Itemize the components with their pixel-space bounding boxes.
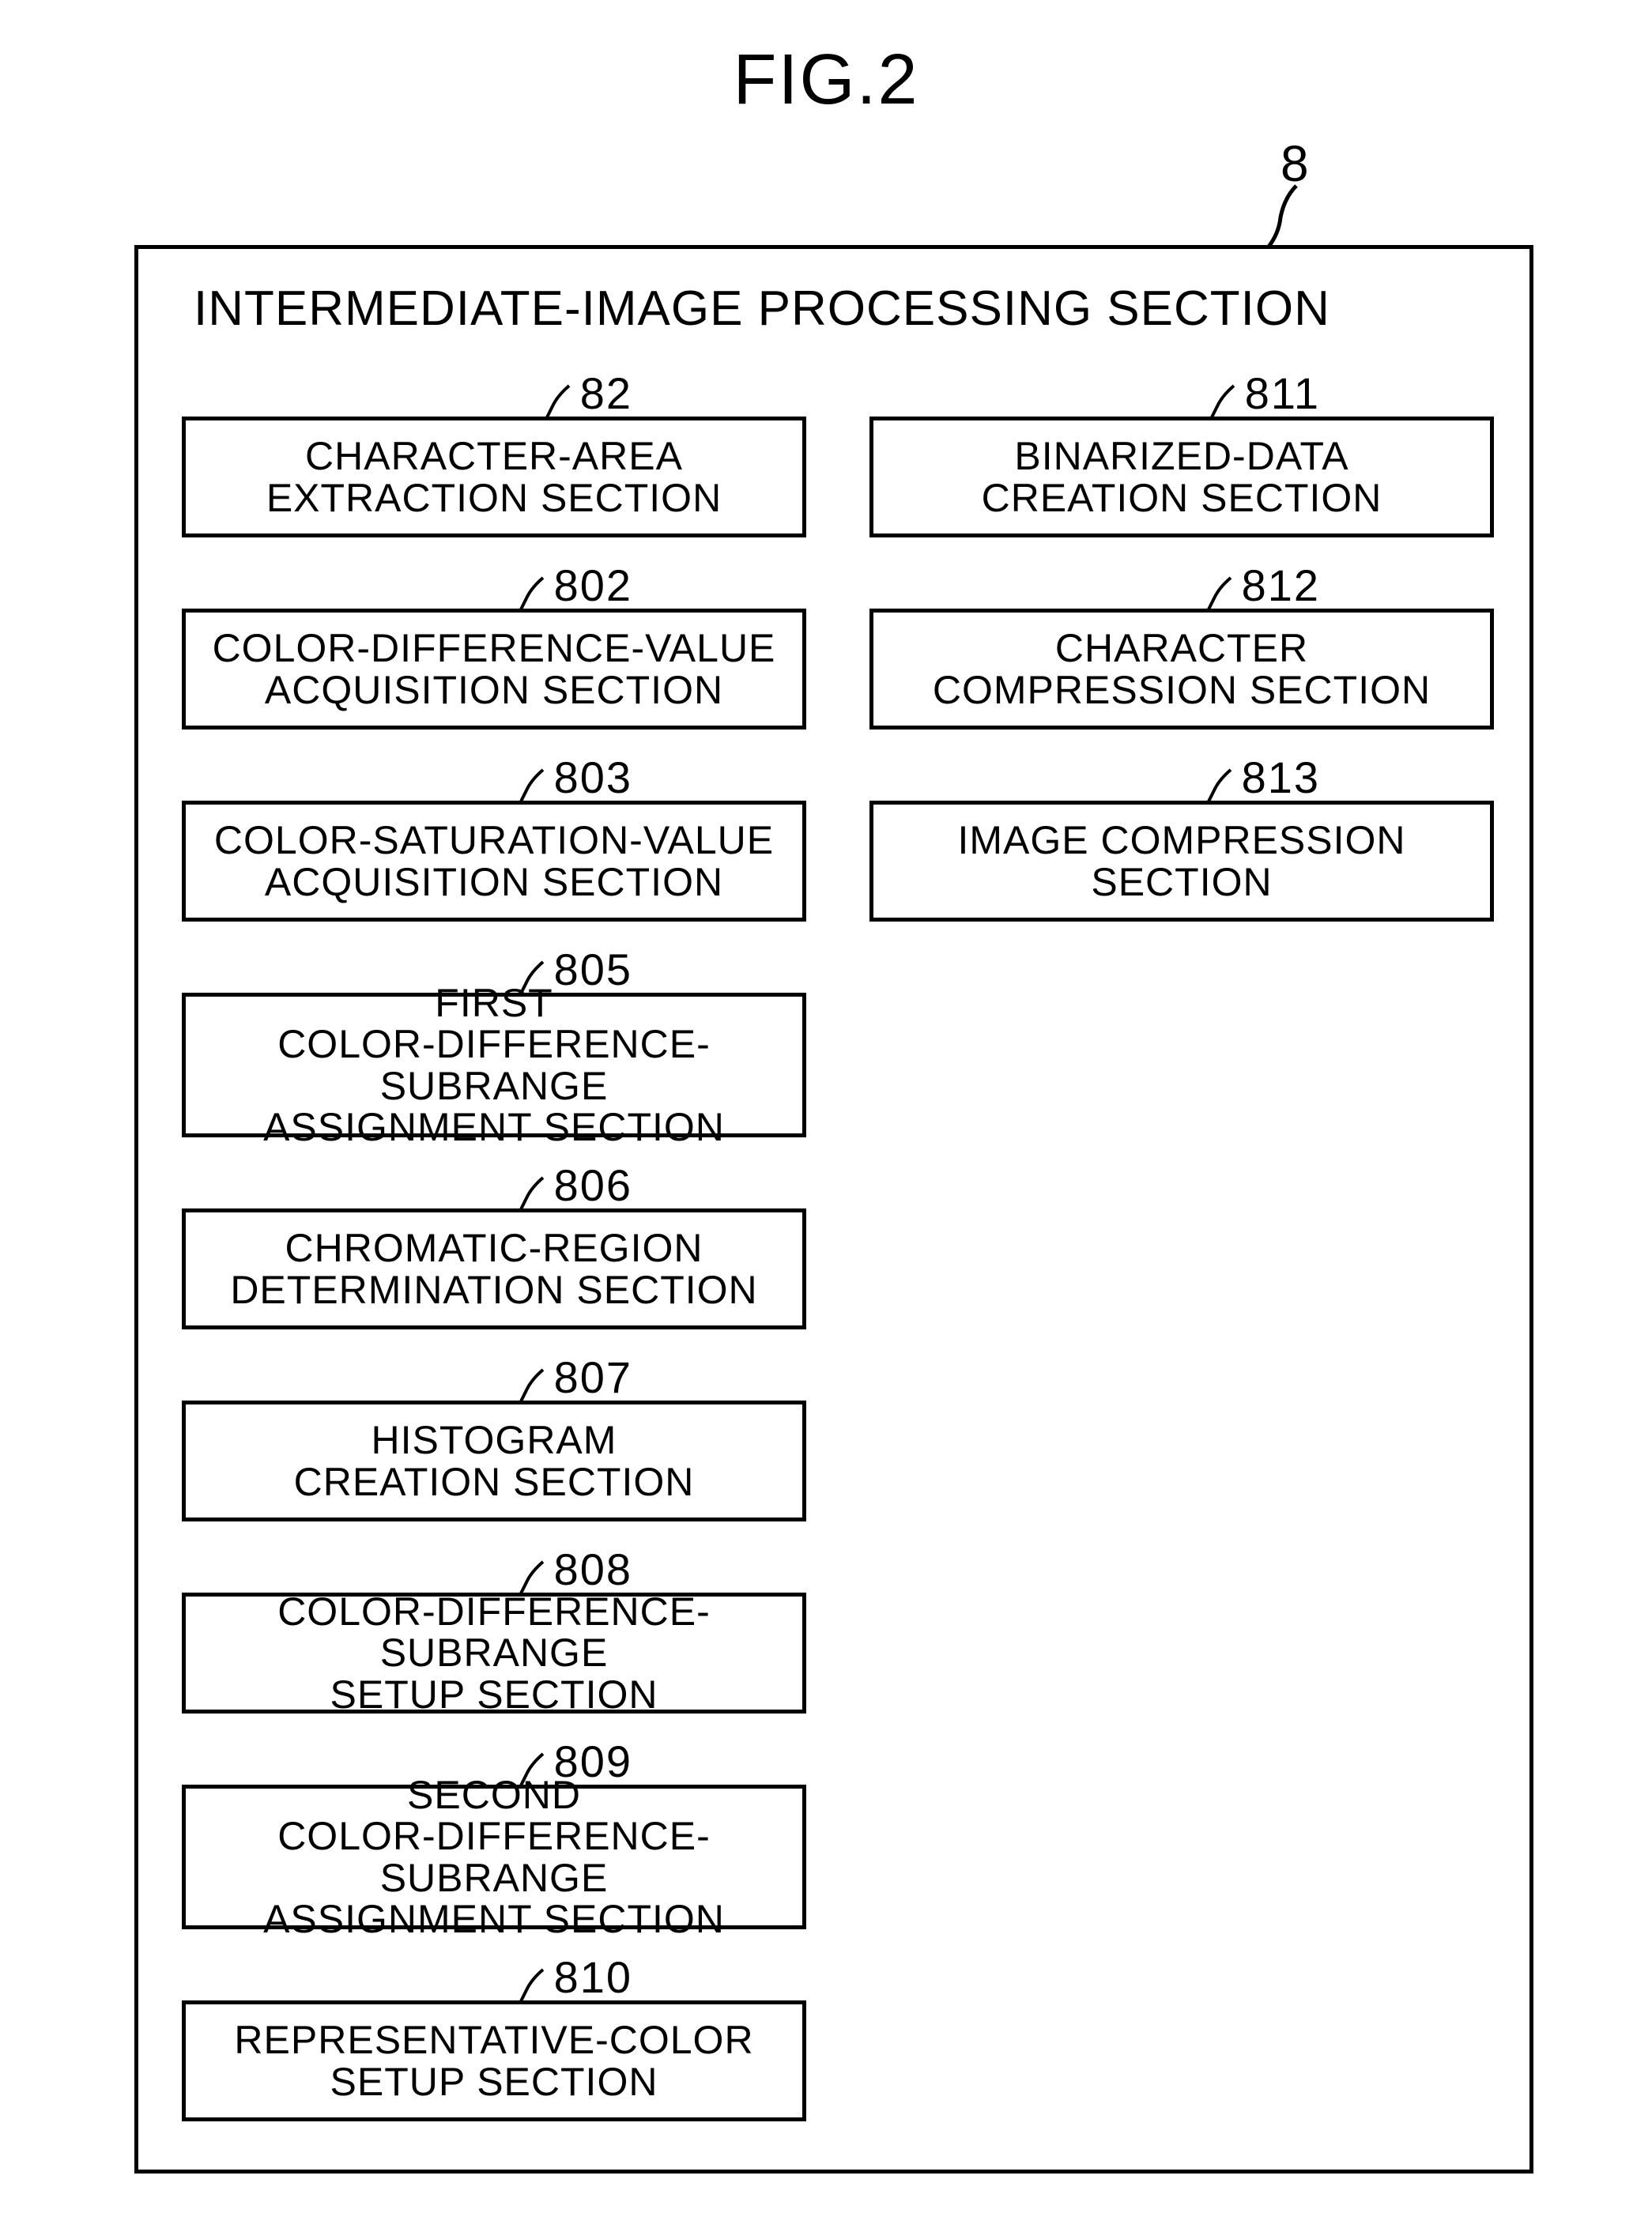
section-label-line: COLOR-DIFFERENCE-SUBRANGE	[277, 1814, 711, 1900]
left-column: 82 CHARACTER-AREA EXTRACTION SECTION 802	[182, 368, 806, 2129]
section-color-difference-subrange-setup: 808 COLOR-DIFFERENCE-SUBRANGE SETUP SECT…	[182, 1544, 806, 1721]
section-label-line: DETERMINATION SECTION	[230, 1268, 757, 1312]
ref-leader-icon	[518, 1965, 549, 2003]
ref-number: 812	[1242, 560, 1320, 611]
section-label-line: COLOR-DIFFERENCE-SUBRANGE	[277, 1022, 711, 1108]
sections-grid: 82 CHARACTER-AREA EXTRACTION SECTION 802	[182, 368, 1494, 2129]
section-box: IMAGE COMPRESSION SECTION	[869, 801, 1494, 922]
section-box: SECOND COLOR-DIFFERENCE-SUBRANGE ASSIGNM…	[182, 1785, 806, 1929]
section-label-line: CHROMATIC-REGION	[285, 1226, 703, 1270]
section-label-line: SECOND	[407, 1773, 581, 1817]
section-character-compression: 812 CHARACTER COMPRESSION SECTION	[869, 560, 1494, 737]
ref-number: 803	[554, 752, 632, 803]
section-box: COLOR-DIFFERENCE-SUBRANGE SETUP SECTION	[182, 1593, 806, 1714]
section-label-line: EXTRACTION SECTION	[266, 476, 722, 520]
section-label-line: ASSIGNMENT SECTION	[263, 1105, 725, 1149]
ref-label: 82	[544, 368, 632, 419]
section-binarized-data-creation: 811 BINARIZED-DATA CREATION SECTION	[869, 368, 1494, 545]
section-chromatic-region-determination: 806 CHROMATIC-REGION DETERMINATION SECTI…	[182, 1159, 806, 1337]
section-label-line: ASSIGNMENT SECTION	[263, 1897, 725, 1941]
ref-number: 811	[1245, 368, 1320, 419]
section-label-line: FIRST	[435, 981, 553, 1025]
section-label-line: SETUP SECTION	[330, 1672, 658, 1717]
section-box: REPRESENTATIVE-COLOR SETUP SECTION	[182, 2000, 806, 2121]
section-image-compression: 813 IMAGE COMPRESSION SECTION	[869, 752, 1494, 929]
section-box: CHARACTER-AREA EXTRACTION SECTION	[182, 417, 806, 537]
section-label-line: ACQUISITION SECTION	[265, 860, 723, 904]
section-box: HISTOGRAM CREATION SECTION	[182, 1401, 806, 1521]
ref-number: 806	[554, 1159, 632, 1211]
section-label-line: COLOR-DIFFERENCE-VALUE	[213, 626, 776, 670]
ref-label: 807	[518, 1352, 632, 1403]
ref-label: 808	[518, 1544, 632, 1595]
section-box: CHARACTER COMPRESSION SECTION	[869, 609, 1494, 730]
ref-leader-icon	[518, 573, 549, 611]
section-label-line: ACQUISITION SECTION	[265, 668, 723, 712]
section-box: CHROMATIC-REGION DETERMINATION SECTION	[182, 1208, 806, 1329]
section-label-line: BINARIZED-DATA	[1014, 434, 1348, 478]
figure-title: FIG.2	[0, 40, 1652, 121]
section-box: COLOR-DIFFERENCE-VALUE ACQUISITION SECTI…	[182, 609, 806, 730]
section-histogram-creation: 807 HISTOGRAM CREATION SECTION	[182, 1352, 806, 1529]
ref-leader-icon	[1205, 765, 1237, 803]
ref-number: 808	[554, 1544, 632, 1595]
section-box: COLOR-SATURATION-VALUE ACQUISITION SECTI…	[182, 801, 806, 922]
ref-leader-icon	[518, 1173, 549, 1211]
section-label-line: CREATION SECTION	[294, 1460, 695, 1504]
ref-number: 82	[580, 368, 632, 419]
section-box: BINARIZED-DATA CREATION SECTION	[869, 417, 1494, 537]
ref-label: 813	[1205, 752, 1320, 803]
ref-leader-icon	[1205, 573, 1237, 611]
right-column: 811 BINARIZED-DATA CREATION SECTION 812	[869, 368, 1494, 2129]
section-representative-color-setup: 810 REPRESENTATIVE-COLOR SETUP SECTION	[182, 1951, 806, 2129]
outer-container-box: INTERMEDIATE-IMAGE PROCESSING SECTION 82…	[134, 245, 1533, 2174]
section-color-difference-value-acquisition: 802 COLOR-DIFFERENCE-VALUE ACQUISITION S…	[182, 560, 806, 737]
section-label-line: CHARACTER	[1055, 626, 1308, 670]
ref-leader-icon	[518, 1365, 549, 1403]
section-label-line: SETUP SECTION	[330, 2060, 658, 2104]
section-label-line: REPRESENTATIVE-COLOR	[234, 2018, 753, 2062]
section-label-line: CHARACTER-AREA	[305, 434, 683, 478]
section-second-color-difference-subrange-assignment: 809 SECOND COLOR-DIFFERENCE-SUBRANGE ASS…	[182, 1736, 806, 1937]
ref-leader-icon	[1209, 381, 1240, 419]
ref-label: 810	[518, 1951, 632, 2003]
section-label-line: CREATION SECTION	[982, 476, 1382, 520]
figure-page: FIG.2 8 INTERMEDIATE-IMAGE PROCESSING SE…	[0, 0, 1652, 2232]
section-label-line: IMAGE COMPRESSION	[957, 818, 1405, 862]
ref-number: 810	[554, 1951, 632, 2003]
ref-label: 812	[1205, 560, 1320, 611]
section-first-color-difference-subrange-assignment: 805 FIRST COLOR-DIFFERENCE-SUBRANGE ASSI…	[182, 944, 806, 1145]
ref-leader-icon	[518, 765, 549, 803]
ref-label: 806	[518, 1159, 632, 1211]
section-box: FIRST COLOR-DIFFERENCE-SUBRANGE ASSIGNME…	[182, 993, 806, 1137]
outer-container-title: INTERMEDIATE-IMAGE PROCESSING SECTION	[194, 281, 1330, 337]
section-label-line: COLOR-SATURATION-VALUE	[214, 818, 774, 862]
section-label-line: SECTION	[1091, 860, 1272, 904]
ref-label: 802	[518, 560, 632, 611]
section-character-area-extraction: 82 CHARACTER-AREA EXTRACTION SECTION	[182, 368, 806, 545]
ref-leader-icon	[544, 381, 575, 419]
section-label-line: HISTOGRAM	[372, 1418, 617, 1462]
outer-ref-leader	[1257, 182, 1320, 253]
section-label-line: COLOR-DIFFERENCE-SUBRANGE	[277, 1589, 711, 1676]
ref-number: 802	[554, 560, 632, 611]
section-label-line: COMPRESSION SECTION	[933, 668, 1431, 712]
ref-label: 811	[1209, 368, 1320, 419]
ref-number: 807	[554, 1352, 632, 1403]
section-color-saturation-value-acquisition: 803 COLOR-SATURATION-VALUE ACQUISITION S…	[182, 752, 806, 929]
ref-label: 803	[518, 752, 632, 803]
ref-number: 813	[1242, 752, 1320, 803]
